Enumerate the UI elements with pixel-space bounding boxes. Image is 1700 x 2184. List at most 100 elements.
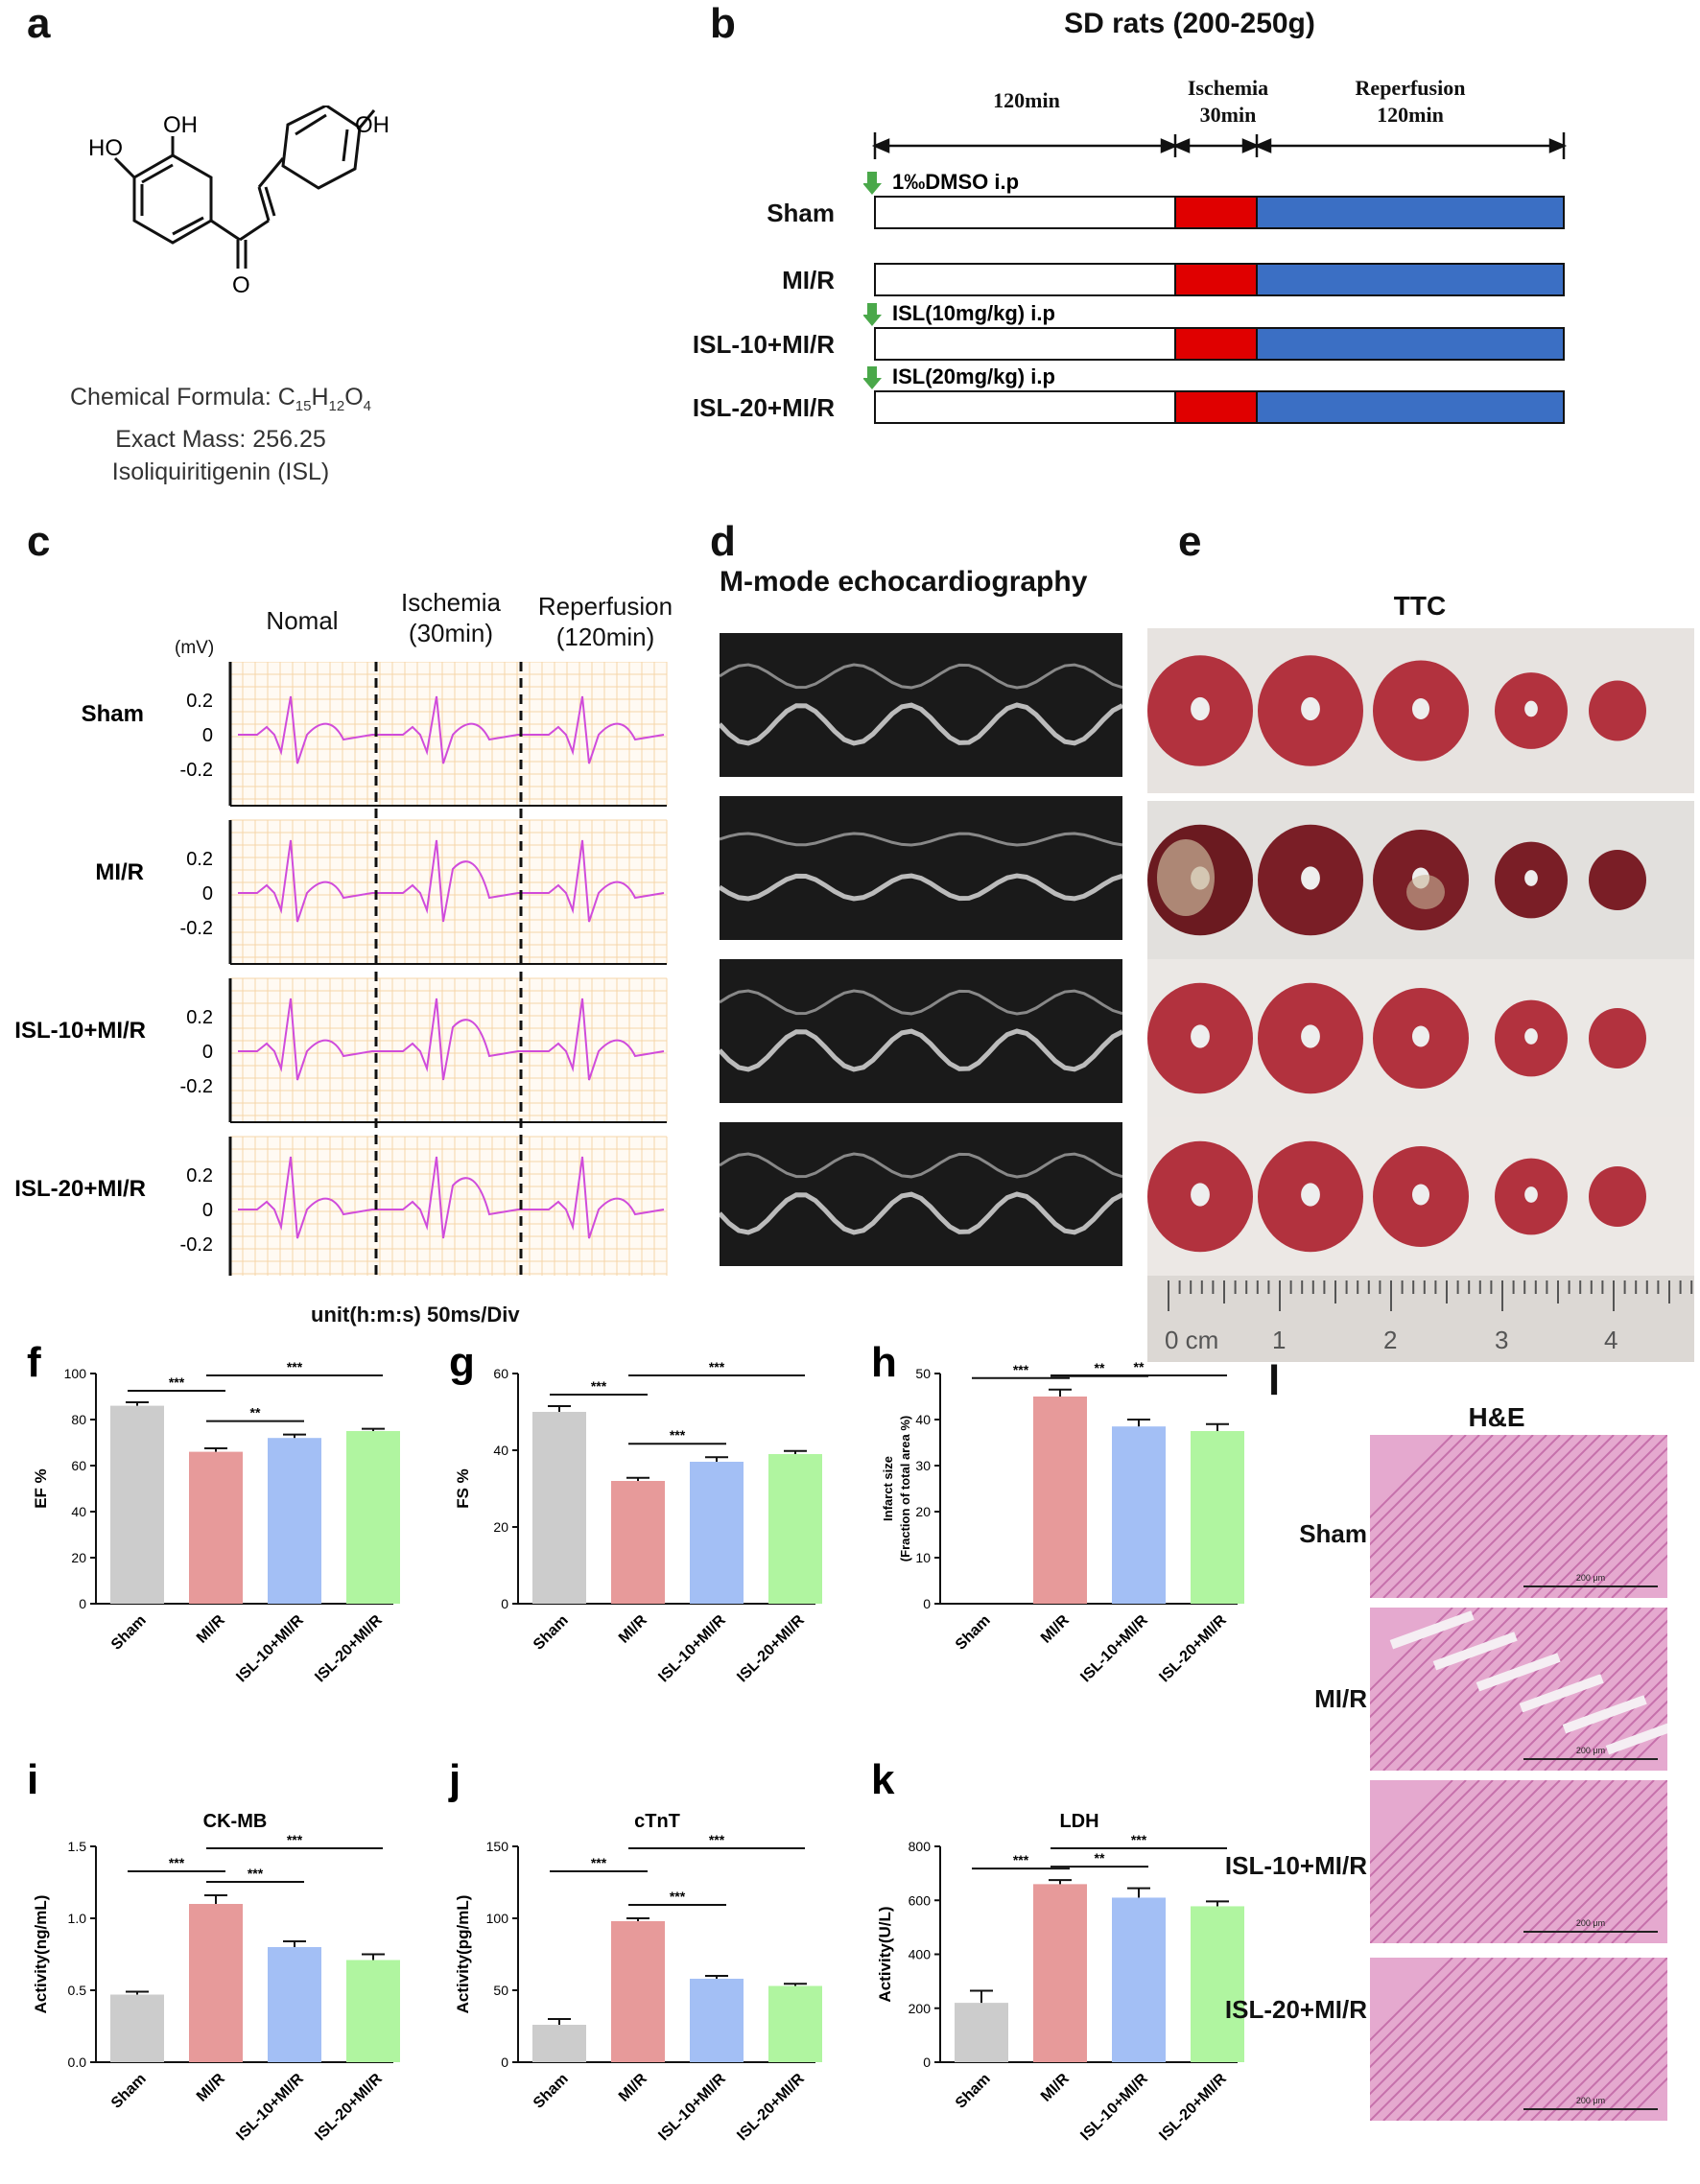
he-gap (1476, 1653, 1561, 1692)
he-row-label: ISL-20+MI/R (1224, 1995, 1367, 2024)
panel-letter: i (27, 1760, 38, 1803)
chart-title: LDH (1059, 1811, 1098, 1832)
chart-title: CK-MB (203, 1811, 268, 1832)
ecg-col-reperfusion: Reperfusion (120min) (537, 592, 673, 651)
ecg-row-label: ISL-10+MI/R (14, 1018, 146, 1044)
y-axis-label-2: (Fraction of total area %) (898, 1416, 912, 1562)
x-tick-label: MI/R (616, 2070, 650, 2104)
heart-slice (1589, 1008, 1646, 1069)
significance-label: *** (670, 1427, 686, 1443)
bar-mi-r (611, 1921, 665, 2062)
bar-isl-10-mi-r (690, 1462, 744, 1604)
he-gap (1432, 1632, 1518, 1671)
y-tick-label: 400 (909, 1947, 932, 1962)
echo-image (720, 796, 1122, 940)
y-tick-label: 40 (71, 1504, 86, 1519)
protocol-bar-ischemia (1174, 263, 1258, 296)
heart-lumen (1524, 700, 1538, 717)
heart-lumen (1524, 870, 1538, 886)
protocol-note: ISL(20mg/kg) i.p (892, 364, 1055, 388)
panel-letter: k (871, 1760, 895, 1803)
x-tick-label: Sham (953, 2071, 994, 2112)
ecg-footer: unit(h:m:s) 50ms/Div (311, 1303, 520, 1327)
echo-image (720, 1122, 1122, 1266)
ecg-tick: 0.2 (186, 1007, 213, 1028)
y-tick-label: 0 (501, 1596, 508, 1611)
y-axis-label: Infarct size (881, 1456, 895, 1521)
echo-wall-trace (720, 873, 1122, 902)
ecg-grid: 0.2 0 -0.2 Sham 0.2 0 -0.2 MI/R 0.2 0 -0.2 ISL-10+M… (14, 662, 668, 1276)
protocol-bar-baseline (874, 390, 1176, 424)
ecg-gridlines (229, 1136, 668, 1276)
bar-mi-r (189, 1904, 243, 2062)
bar-isl-10-mi-r (1112, 1897, 1166, 2062)
scale-label: 200 μm (1576, 1746, 1605, 1755)
heart-lumen (1191, 1183, 1210, 1207)
protocol-bar-baseline (874, 327, 1176, 361)
he-fibers (1370, 1435, 1667, 1598)
heart-lumen (1412, 1184, 1429, 1206)
significance-label: *** (1131, 1832, 1147, 1847)
y-tick-label: 1.0 (68, 1911, 87, 1926)
protocol-title: SD rats (200-250g) (1064, 8, 1315, 39)
y-tick-label: 0 (501, 2055, 508, 2070)
significance-label: *** (591, 1855, 607, 1870)
green-arrow-icon (863, 303, 882, 326)
y-tick-label: 100 (486, 1911, 509, 1926)
protocol-timeline: 1‰DMSO i.p ISL(10mg/kg) i.p ISL(20mg/kg) i… (863, 132, 1568, 424)
significance-label: *** (709, 1832, 725, 1847)
significance-label: ** (1134, 1359, 1145, 1374)
scale-label: 200 μm (1576, 1573, 1605, 1583)
y-tick-label: 20 (915, 1504, 931, 1519)
x-tick-label: Sham (531, 2071, 572, 2112)
y-tick-label: 800 (909, 1839, 932, 1854)
ecg-unit: (mV) (175, 638, 215, 658)
y-tick-label: 10 (915, 1550, 931, 1565)
x-tick-label: ISL-10+MI/R (655, 2070, 729, 2144)
bar-isl-10-mi-r (690, 1979, 744, 2062)
echo-septum-trace (720, 1152, 1122, 1179)
significance-label: *** (169, 1855, 185, 1870)
panel-l-label: l (1268, 1357, 1281, 1404)
ecg-tick: 0.2 (186, 691, 213, 712)
heart-slice (1589, 680, 1646, 741)
bar-mi-r (611, 1481, 665, 1604)
x-tick-label: ISL-20+MI/R (734, 2070, 808, 2144)
exact-mass: Exact Mass: 256.25 (115, 426, 326, 453)
ecg-tick: 0.2 (186, 1165, 213, 1186)
y-tick-label: 20 (71, 1550, 86, 1565)
panel-e-label: e (1178, 518, 1202, 565)
x-tick-label: MI/R (194, 2070, 228, 2104)
bar-isl-20-mi-r (346, 1960, 400, 2062)
isl-structure-diagram: HO OH O OH (88, 106, 390, 298)
panel-letter: f (27, 1343, 41, 1386)
x-tick-label: ISL-10+MI/R (1077, 2070, 1151, 2144)
time-reperfusion: Reperfusion 120min (1355, 76, 1466, 127)
x-tick-label: MI/R (194, 1611, 228, 1646)
bar-sham (110, 1405, 164, 1604)
ruler-label-0: 0 cm (1165, 1326, 1219, 1354)
bar-isl-10-mi-r (268, 1438, 321, 1604)
ruler-label-2: 2 (1383, 1326, 1398, 1354)
he-fibers (1370, 1780, 1667, 1943)
protocol-note: 1‰DMSO i.p (892, 170, 1019, 194)
heart-lumen (1191, 696, 1210, 721)
x-tick-label: MI/R (1038, 2070, 1073, 2104)
echo-image (720, 633, 1122, 777)
y-axis-label: Activity(pg/mL) (454, 1895, 472, 2014)
protocol-note: ISL(10mg/kg) i.p (892, 301, 1055, 325)
ttc-images (1147, 628, 1694, 1362)
atom-oh-top: OH (163, 112, 198, 138)
significance-label: *** (287, 1832, 303, 1847)
he-row-label: MI/R (1314, 1684, 1367, 1713)
panel-letter: h (871, 1343, 897, 1386)
ecg-grid-bg (230, 662, 667, 806)
panel-b-label: b (710, 0, 736, 47)
atom-oh-right: OH (355, 112, 390, 138)
bar-mi-r (1033, 1397, 1087, 1604)
significance-label: *** (709, 1359, 725, 1374)
echo-title: M-mode echocardiography (720, 566, 1088, 598)
ruler-label-3: 3 (1495, 1326, 1509, 1354)
significance-label: ** (250, 1405, 261, 1421)
